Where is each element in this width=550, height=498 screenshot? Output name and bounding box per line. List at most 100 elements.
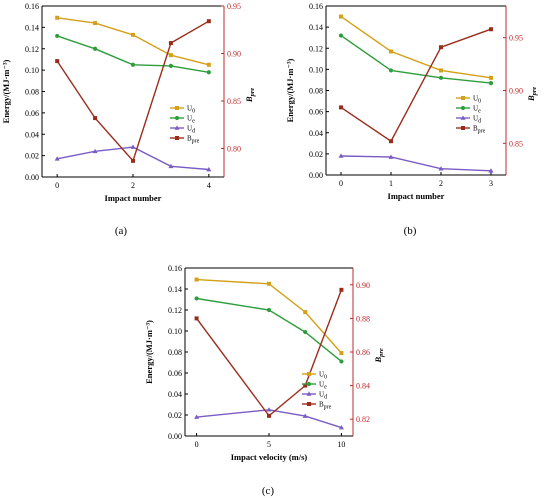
data-point-bpre — [303, 383, 308, 388]
x-tick-label: 0 — [55, 181, 59, 190]
data-point-ud — [488, 168, 494, 173]
series-line-u0 — [340, 16, 492, 79]
series-line-u0 — [196, 278, 342, 354]
legend-marker-ud — [174, 125, 180, 130]
data-point-ud — [54, 156, 60, 161]
data-point-u0 — [389, 49, 393, 54]
data-point-ue — [92, 46, 98, 51]
y-tick-label: 0.02 — [168, 411, 182, 420]
data-point-ue — [266, 307, 272, 313]
y-tick-label: 0.02 — [25, 152, 39, 161]
legend-marker-bpre — [461, 126, 465, 130]
legend-label-ud: Ud — [187, 125, 195, 135]
legend-label-bpre: Bpre — [473, 125, 486, 135]
y-tick-label: 0.04 — [168, 390, 182, 399]
y2-tick-label: 0.90 — [227, 50, 241, 59]
legend-label-u0: U0 — [319, 371, 327, 381]
x-axis-title: Impact number — [105, 193, 162, 203]
data-point-ue — [206, 70, 211, 75]
data-point-ue — [438, 75, 444, 80]
y-tick-label: 0.04 — [309, 129, 323, 138]
y-axis-title: Energy/(MJ·m⁻³) — [1, 59, 11, 123]
legend-label-ud: Ud — [319, 391, 327, 401]
data-point-ud — [92, 148, 98, 154]
y-tick-label: 0.12 — [168, 306, 182, 315]
y-tick-label: 0.14 — [168, 285, 182, 294]
y-tick-label: 0.12 — [309, 44, 323, 53]
data-point-u0 — [339, 351, 344, 356]
y-tick-label: 0.00 — [25, 173, 39, 182]
data-point-ud — [206, 166, 212, 172]
data-point-ue — [194, 296, 199, 301]
y-tick-label: 0.10 — [168, 327, 182, 336]
legend-marker-ue — [306, 381, 312, 387]
y-tick-label: 0.00 — [309, 171, 323, 180]
y2-axis-title: Bpre — [526, 87, 538, 102]
legend-label-u0: U0 — [473, 95, 481, 105]
data-point-u0 — [439, 68, 443, 73]
data-point-bpre — [439, 45, 443, 50]
legend-marker-u0 — [461, 96, 465, 100]
legend-label-u0: U0 — [187, 105, 195, 115]
series-line-bpre — [340, 28, 492, 143]
series-line-u0 — [57, 17, 209, 66]
data-point-bpre — [131, 158, 135, 163]
legend-marker-u0 — [307, 372, 311, 376]
legend-label-ue: Ue — [473, 105, 481, 115]
y2-tick-label: 0.88 — [356, 314, 370, 323]
panel-label: (b) — [404, 225, 417, 237]
data-point-ue — [168, 63, 174, 68]
data-point-ue — [488, 81, 494, 86]
y2-tick-label: 0.90 — [509, 87, 523, 96]
data-point-bpre — [267, 413, 271, 418]
y2-tick-label: 0.95 — [509, 34, 523, 43]
y2-tick-label: 0.86 — [356, 348, 370, 357]
data-point-u0 — [131, 32, 135, 37]
series-line-ue — [340, 35, 492, 84]
chart-panel-1: 0.00 0.02 0.04 0.06 0.08 0.10 0.12 0.14 0.16 0.80… — [1, 2, 256, 203]
y-tick-label: 0.14 — [309, 23, 323, 32]
data-point-ud — [266, 407, 272, 412]
y2-axis-title: Bpre — [373, 348, 385, 363]
x-axis-title: Impact number — [388, 191, 445, 201]
data-point-ud — [130, 144, 136, 149]
y2-tick-label: 0.85 — [227, 97, 241, 106]
series-line-ud — [340, 155, 492, 172]
y-tick-label: 0.16 — [168, 264, 182, 273]
legend-label-bpre: Bpre — [319, 401, 332, 411]
data-point-ue — [55, 33, 60, 39]
y2-tick-label: 0.90 — [356, 281, 370, 290]
data-point-bpre — [389, 139, 393, 144]
y-axis-title: Energy/(MJ·m⁻³) — [144, 320, 154, 384]
y2-tick-label: 0.82 — [356, 415, 370, 424]
panel-label: (a) — [115, 225, 128, 237]
data-point-ue — [339, 359, 344, 364]
y-tick-label: 0.06 — [309, 108, 323, 117]
data-point-u0 — [93, 21, 98, 26]
data-point-ud — [338, 153, 344, 158]
y-tick-label: 0.14 — [25, 23, 39, 32]
data-point-u0 — [194, 277, 199, 282]
data-point-ud — [438, 166, 444, 171]
data-point-u0 — [206, 62, 211, 67]
legend-label-ue: Ue — [319, 381, 327, 391]
y-tick-label: 0.06 — [25, 109, 39, 118]
x-tick-label: 3 — [489, 179, 493, 188]
y2-tick-label: 0.84 — [356, 382, 370, 391]
x-tick-label: 0 — [339, 179, 343, 188]
data-point-ue — [303, 329, 308, 335]
panel-label: (c) — [262, 485, 275, 497]
legend-marker-ud — [460, 115, 466, 120]
y-axis-title: Energy/(MJ·m⁻³) — [285, 58, 295, 122]
y-tick-label: 0.00 — [168, 432, 182, 441]
y-tick-label: 0.08 — [309, 87, 323, 96]
data-point-bpre — [339, 287, 344, 292]
series-line-bpre — [196, 289, 343, 417]
series-line-ud — [57, 146, 209, 171]
series-line-ud — [196, 409, 342, 429]
y2-tick-label: 0.80 — [227, 145, 241, 154]
legend-label-ud: Ud — [473, 115, 481, 125]
data-point-ud — [168, 163, 174, 169]
x-axis-title: Impact velocity (m/s) — [231, 452, 308, 462]
